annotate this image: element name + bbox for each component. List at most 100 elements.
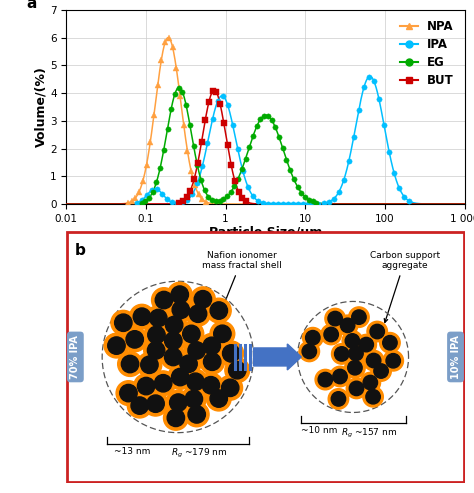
Text: Nafion ionomer
mass fractal shell: Nafion ionomer mass fractal shell <box>201 251 282 312</box>
Circle shape <box>210 321 235 346</box>
Text: 70% IPA: 70% IPA <box>70 335 81 379</box>
Circle shape <box>179 321 204 346</box>
Circle shape <box>166 390 191 415</box>
Circle shape <box>337 315 358 336</box>
Circle shape <box>219 341 244 366</box>
Circle shape <box>318 372 333 387</box>
Circle shape <box>328 388 349 409</box>
Circle shape <box>164 348 182 366</box>
Circle shape <box>111 311 136 335</box>
Circle shape <box>383 336 397 350</box>
Circle shape <box>186 301 210 326</box>
Circle shape <box>143 391 168 416</box>
Circle shape <box>346 343 366 364</box>
Circle shape <box>349 307 369 327</box>
Circle shape <box>342 331 363 351</box>
Circle shape <box>150 309 167 327</box>
Circle shape <box>116 381 141 405</box>
Circle shape <box>202 377 219 394</box>
Circle shape <box>172 368 189 386</box>
Circle shape <box>345 334 360 348</box>
Circle shape <box>359 337 374 352</box>
Circle shape <box>182 325 200 343</box>
Circle shape <box>147 395 164 412</box>
Circle shape <box>108 337 125 354</box>
Circle shape <box>352 310 366 324</box>
Circle shape <box>383 351 403 371</box>
Circle shape <box>168 365 192 389</box>
Circle shape <box>144 322 169 347</box>
Circle shape <box>118 352 142 376</box>
Circle shape <box>374 364 388 378</box>
Circle shape <box>306 330 320 345</box>
Circle shape <box>349 381 364 395</box>
Circle shape <box>340 318 355 333</box>
Circle shape <box>184 402 209 427</box>
Circle shape <box>187 373 204 390</box>
Circle shape <box>367 321 387 342</box>
Circle shape <box>302 327 323 348</box>
Legend: NPA, IPA, EG, BUT: NPA, IPA, EG, BUT <box>395 16 459 91</box>
Circle shape <box>171 286 189 303</box>
Circle shape <box>137 377 155 395</box>
Circle shape <box>363 375 378 390</box>
Circle shape <box>331 392 346 406</box>
Text: Carbon support
aggregate: Carbon support aggregate <box>370 251 440 322</box>
Circle shape <box>324 327 338 342</box>
Circle shape <box>134 374 158 398</box>
Circle shape <box>164 332 182 350</box>
Y-axis label: Volume/(%): Volume/(%) <box>34 67 47 147</box>
Text: 10% IPA: 10% IPA <box>450 335 461 379</box>
Circle shape <box>170 394 187 411</box>
Circle shape <box>333 369 347 384</box>
Circle shape <box>137 352 162 377</box>
Circle shape <box>366 353 381 368</box>
Circle shape <box>185 390 202 408</box>
Circle shape <box>386 353 401 368</box>
Text: ~10 nm: ~10 nm <box>301 426 337 435</box>
Text: $R_g$ ~157 nm: $R_g$ ~157 nm <box>341 426 397 440</box>
Circle shape <box>328 312 342 326</box>
Circle shape <box>194 290 211 308</box>
Circle shape <box>335 347 349 361</box>
Circle shape <box>126 331 144 348</box>
Circle shape <box>164 406 188 430</box>
Circle shape <box>146 306 171 330</box>
Circle shape <box>380 332 400 353</box>
Circle shape <box>364 351 384 371</box>
Circle shape <box>147 342 165 359</box>
Circle shape <box>348 360 362 375</box>
Text: ~13 nm: ~13 nm <box>114 447 151 456</box>
Circle shape <box>161 345 185 369</box>
Circle shape <box>214 325 231 343</box>
Circle shape <box>222 345 240 362</box>
Circle shape <box>133 308 151 325</box>
Circle shape <box>207 298 231 323</box>
Circle shape <box>299 341 319 362</box>
Circle shape <box>325 308 346 329</box>
Circle shape <box>172 301 190 318</box>
Circle shape <box>168 297 193 322</box>
Circle shape <box>188 406 205 423</box>
Circle shape <box>345 357 365 378</box>
Circle shape <box>141 356 158 374</box>
Circle shape <box>221 379 239 396</box>
Circle shape <box>210 302 228 319</box>
Circle shape <box>152 288 176 313</box>
Circle shape <box>203 337 220 354</box>
Circle shape <box>346 378 367 399</box>
Circle shape <box>189 305 207 322</box>
Circle shape <box>370 324 384 339</box>
Circle shape <box>182 387 206 411</box>
Circle shape <box>199 373 223 397</box>
Circle shape <box>162 313 186 337</box>
Text: $R_g$ ~179 nm: $R_g$ ~179 nm <box>171 447 228 460</box>
Circle shape <box>155 291 173 309</box>
Circle shape <box>360 372 381 393</box>
Circle shape <box>148 326 165 344</box>
Circle shape <box>144 338 168 363</box>
Circle shape <box>356 334 376 355</box>
Circle shape <box>302 344 317 358</box>
Circle shape <box>122 327 147 352</box>
Circle shape <box>218 376 243 400</box>
